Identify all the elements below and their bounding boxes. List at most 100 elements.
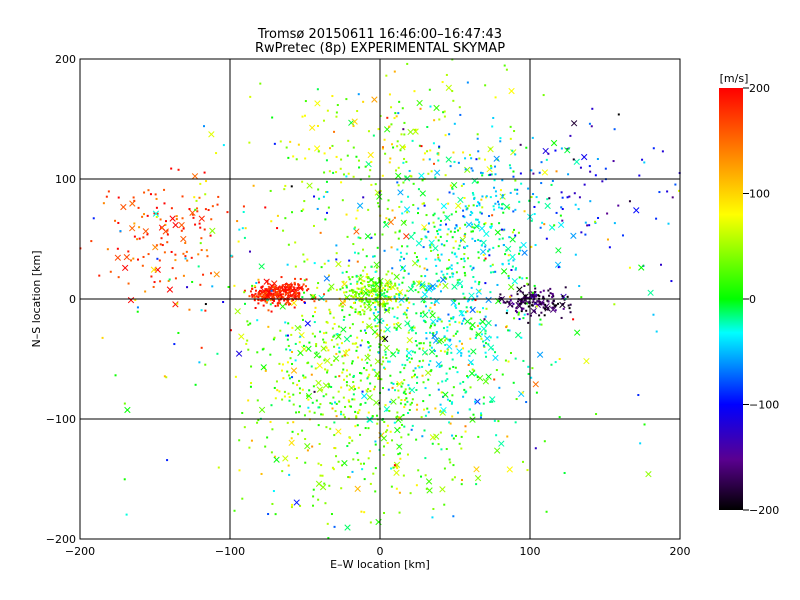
- data-point: [147, 189, 150, 192]
- data-point: [467, 350, 470, 353]
- data-point-cross: [373, 261, 380, 268]
- data-point: [351, 398, 354, 401]
- data-point: [566, 196, 569, 199]
- data-point: [374, 296, 377, 299]
- data-point: [400, 423, 403, 426]
- data-point: [464, 430, 467, 433]
- data-point: [383, 420, 386, 423]
- data-point: [403, 367, 406, 370]
- x-axis-label: E–W location [km]: [330, 558, 430, 571]
- data-point-cross: [368, 276, 375, 284]
- data-point: [327, 537, 330, 540]
- data-point-cross: [470, 348, 477, 355]
- data-point: [407, 195, 410, 198]
- data-point: [363, 313, 366, 316]
- data-point: [389, 296, 392, 299]
- data-point: [524, 297, 527, 300]
- data-point: [426, 407, 429, 410]
- data-point: [514, 268, 517, 271]
- data-point: [451, 275, 454, 278]
- data-point: [270, 220, 273, 223]
- data-point: [320, 266, 323, 269]
- data-point: [185, 250, 188, 253]
- data-point: [425, 257, 428, 260]
- data-point: [417, 259, 420, 262]
- data-point: [348, 313, 351, 316]
- data-point: [362, 248, 365, 251]
- data-point: [249, 290, 252, 293]
- data-point: [424, 474, 427, 477]
- data-point: [377, 128, 380, 131]
- data-point: [513, 188, 516, 191]
- data-point: [368, 298, 371, 301]
- data-point: [357, 411, 360, 414]
- data-point: [281, 284, 284, 287]
- data-point: [398, 205, 401, 208]
- data-point-cross: [554, 261, 562, 268]
- data-point: [560, 191, 563, 194]
- data-point: [312, 315, 315, 318]
- data-point: [257, 302, 260, 305]
- data-point: [333, 446, 336, 449]
- data-point: [335, 252, 338, 255]
- data-point: [412, 182, 415, 185]
- data-point-cross: [258, 263, 265, 270]
- data-point: [366, 293, 369, 296]
- data-point: [452, 246, 455, 249]
- data-point: [553, 224, 556, 227]
- data-point: [470, 268, 473, 271]
- data-point: [383, 511, 386, 514]
- data-point-cross: [492, 354, 499, 362]
- data-point: [295, 457, 298, 460]
- data-point: [133, 222, 136, 225]
- data-point: [489, 173, 492, 176]
- data-point: [333, 345, 336, 348]
- data-point: [204, 363, 207, 366]
- data-point: [551, 296, 554, 299]
- data-point: [480, 212, 483, 215]
- data-point: [506, 300, 509, 303]
- data-point: [291, 362, 294, 365]
- data-point-cross: [387, 218, 394, 226]
- data-point: [509, 191, 512, 194]
- data-point: [357, 287, 360, 290]
- data-point: [322, 195, 325, 198]
- data-point: [363, 367, 366, 370]
- data-point: [547, 152, 550, 155]
- data-point: [501, 196, 504, 199]
- data-point: [436, 280, 439, 283]
- data-point: [366, 377, 369, 380]
- data-point: [269, 293, 272, 296]
- data-point: [98, 274, 101, 277]
- data-point: [304, 376, 307, 379]
- data-point: [514, 309, 517, 312]
- data-point: [354, 425, 357, 428]
- data-point: [448, 421, 451, 424]
- data-point: [450, 351, 453, 354]
- data-point: [307, 406, 310, 409]
- data-point-cross: [557, 221, 565, 229]
- data-point: [285, 289, 288, 292]
- data-point: [405, 252, 408, 255]
- data-point: [580, 231, 583, 234]
- data-point: [372, 284, 375, 287]
- data-point: [530, 245, 533, 248]
- data-point: [534, 287, 537, 290]
- data-point: [473, 226, 476, 229]
- data-point: [170, 250, 173, 253]
- data-point: [477, 435, 480, 438]
- data-point: [332, 468, 335, 471]
- data-point: [265, 301, 268, 304]
- data-point-cross: [348, 119, 355, 126]
- data-point: [440, 448, 443, 451]
- data-point: [141, 215, 144, 218]
- data-point: [300, 298, 303, 301]
- data-point: [161, 227, 164, 230]
- data-point: [578, 196, 581, 199]
- data-point: [379, 329, 382, 332]
- data-point: [277, 294, 280, 297]
- data-point: [554, 309, 557, 312]
- data-point: [383, 138, 386, 141]
- data-point: [512, 175, 515, 178]
